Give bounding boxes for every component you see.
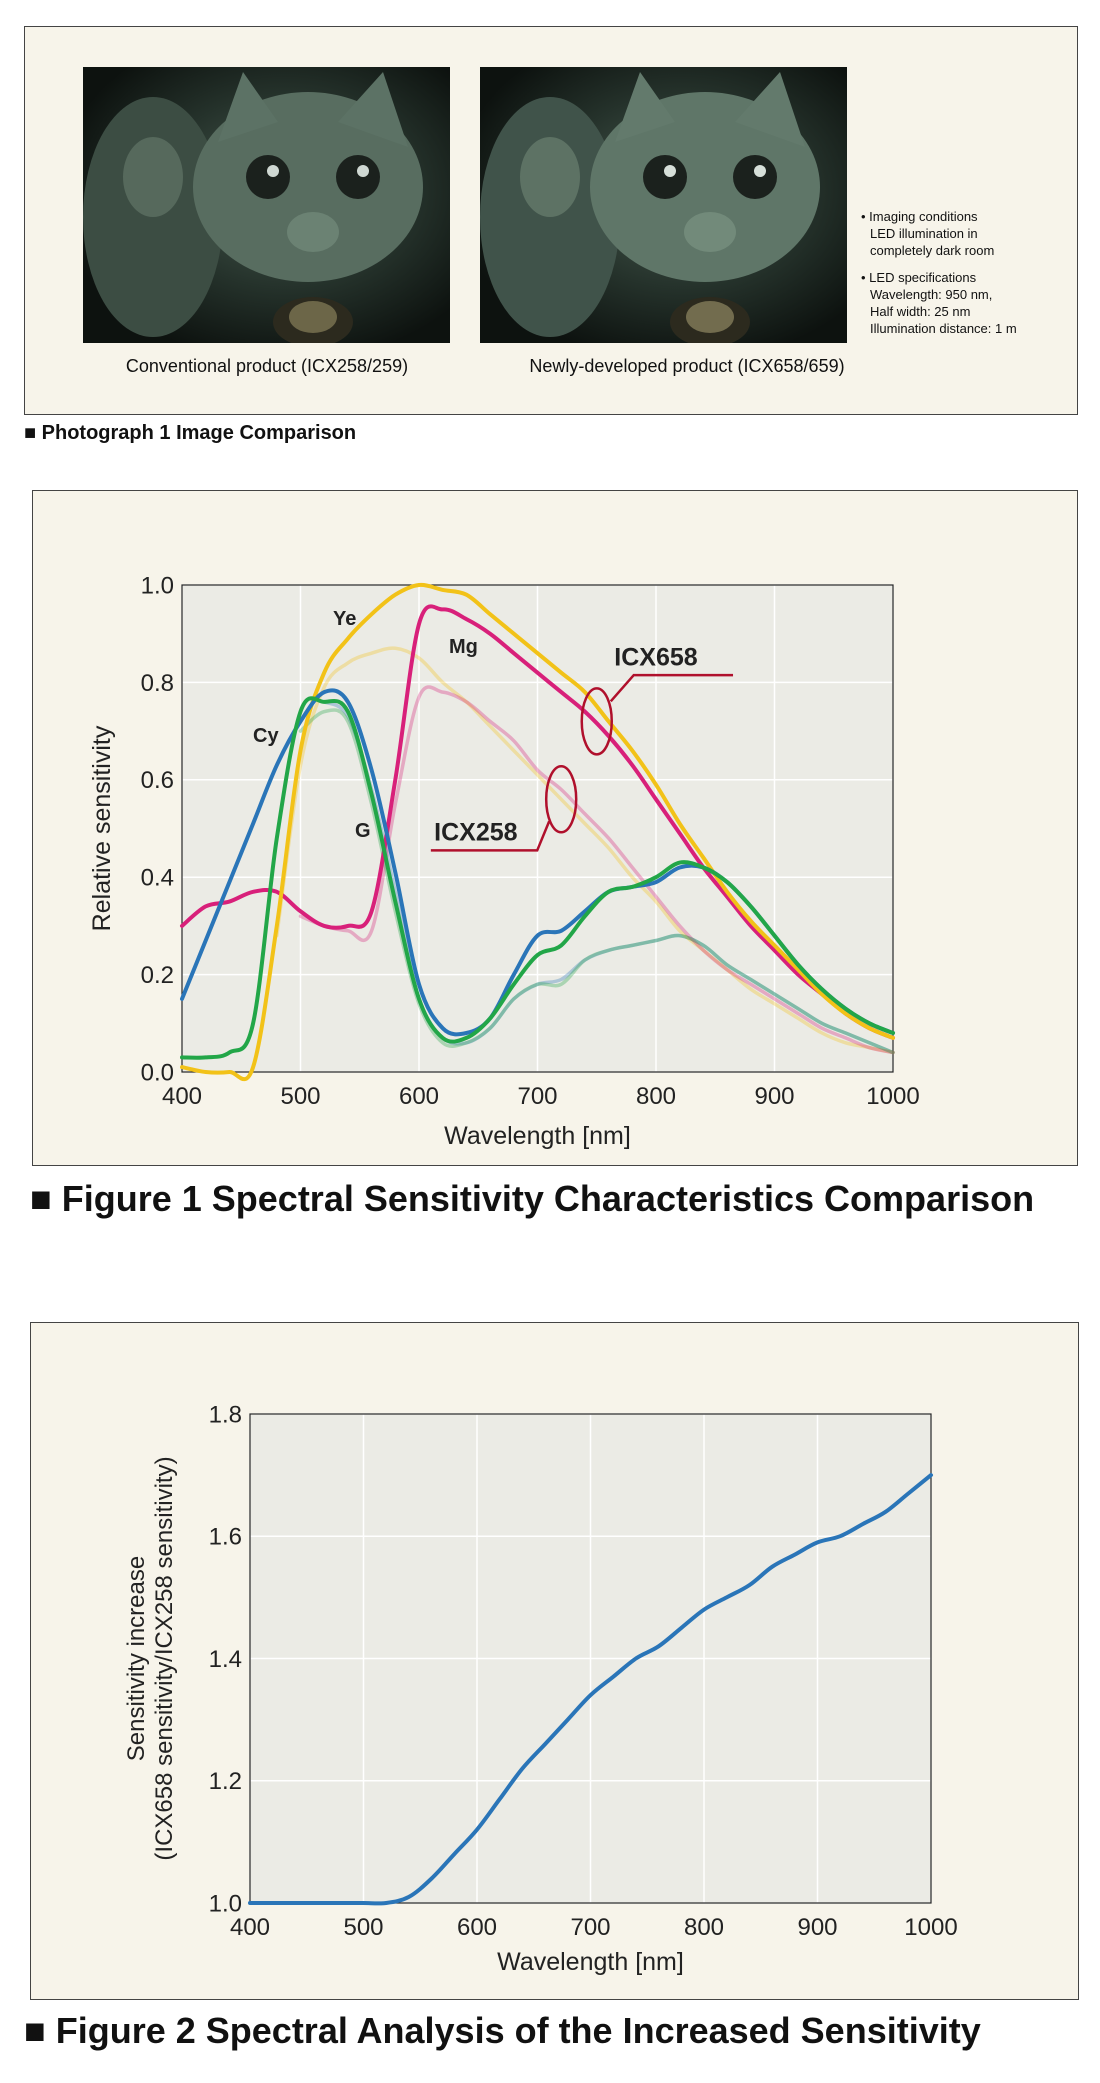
- plot-frame: [249, 1413, 932, 1904]
- icx658-callout-ellipse: [580, 687, 613, 756]
- sensitivity-increase-line: [248, 1473, 933, 1906]
- series-g-icx658-line: [180, 696, 895, 1060]
- icx658-callout-leader: [609, 673, 734, 703]
- y-axis-label-line: (ICX658 sensitivity/ICX258 sensitivity): [151, 1456, 178, 1860]
- series-label-mg: Mg: [449, 636, 478, 658]
- cat-figurine-image: [83, 72, 423, 343]
- x-tick-label: 800: [636, 1083, 676, 1110]
- x-tick-label: 1000: [866, 1083, 919, 1110]
- y-tick-label: 0.2: [141, 962, 174, 989]
- figure2-title: ■ Figure 2 Spectral Analysis of the Incr…: [24, 2010, 981, 2051]
- note-line: LED illumination in: [870, 226, 978, 241]
- x-axis-label: Wavelength [nm]: [444, 1122, 631, 1150]
- series-label-cy: Cy: [253, 725, 279, 747]
- x-tick-label: 600: [399, 1083, 439, 1110]
- y-tick-label: 1.2: [209, 1768, 242, 1795]
- note-line: Illumination distance: 1 m: [870, 321, 1017, 336]
- series-label-g: G: [355, 820, 371, 842]
- note-heading: • Imaging conditions: [861, 209, 978, 224]
- spectral-sensitivity-chart: 400 500 600 700 800 900 1000 0.0 0.2 0.4 0.6 0.8 1.0…: [88, 572, 920, 1150]
- figure2-panel: 400 500 600 700 800 900 1000 1.0 1.2 1.4 1.6 1.8 Wav…: [30, 1322, 1079, 2000]
- conventional-product-caption: Conventional product (ICX258/259): [125, 356, 409, 376]
- imaging-notes: • Imaging conditions LED illumination in…: [861, 208, 1071, 347]
- note-line: completely dark room: [870, 243, 995, 258]
- new-product-photo: [480, 67, 847, 343]
- icx258-callout-ellipse: [544, 765, 578, 834]
- note-heading: • LED specifications: [861, 270, 977, 285]
- icx258-callout-leader: [430, 820, 551, 852]
- note-line: Half width: 25 nm: [870, 304, 971, 319]
- y-tick-label: 0.4: [141, 865, 174, 892]
- x-tick-label: 500: [343, 1914, 383, 1941]
- y-axis-label-line: Sensitivity increase: [123, 1556, 150, 1761]
- x-tick-label: 400: [162, 1083, 202, 1110]
- figure1-title: ■ Figure 1 Spectral Sensitivity Characte…: [30, 1178, 1035, 1219]
- new-product-caption: Newly-developed product (ICX658/659): [529, 356, 845, 376]
- plot-frame: [181, 584, 894, 1073]
- x-tick-label: 500: [280, 1083, 320, 1110]
- y-tick-label: 0.6: [141, 767, 174, 794]
- y-tick-label: 0.8: [141, 670, 174, 697]
- x-tick-label: 900: [754, 1083, 794, 1110]
- y-tick-label: 0.0: [141, 1059, 174, 1086]
- x-tick-label: 700: [517, 1083, 557, 1110]
- figure1-panel: 400 500 600 700 800 900 1000 0.0 0.2 0.4 0.6 0.8 1.0…: [32, 490, 1078, 1166]
- x-tick-label: 600: [457, 1914, 497, 1941]
- x-tick-label: 400: [230, 1914, 270, 1941]
- y-axis-label: Relative sensitivity: [88, 725, 116, 931]
- series-mg-icx658-line: [180, 604, 895, 1040]
- note-line: Wavelength: 950 nm,: [870, 287, 993, 302]
- series-g-icx258-line: [298, 708, 895, 1055]
- series-ye-icx258-line: [275, 646, 895, 1055]
- led-specifications-note: • LED specifications Wavelength: 950 nm,…: [861, 269, 1071, 337]
- icx258-annotation: ICX258: [434, 819, 517, 847]
- x-tick-label: 700: [570, 1914, 610, 1941]
- y-tick-label: 1.8: [209, 1401, 242, 1428]
- x-tick-label: 800: [684, 1914, 724, 1941]
- conventional-product-photo: [83, 67, 450, 343]
- y-tick-label: 1.6: [209, 1524, 242, 1551]
- sensitivity-increase-chart: 400 500 600 700 800 900 1000 1.0 1.2 1.4 1.6 1.8 Wav…: [123, 1401, 958, 1976]
- imaging-conditions-note: • Imaging conditions LED illumination in…: [861, 208, 1071, 259]
- series-mg-icx258-line: [298, 685, 895, 1055]
- y-tick-label: 1.0: [141, 572, 174, 599]
- cat-figurine-image: [480, 72, 820, 343]
- x-tick-label: 1000: [904, 1914, 957, 1941]
- x-tick-label: 900: [797, 1914, 837, 1941]
- series-label-ye: Ye: [333, 608, 356, 630]
- photograph-panel: Conventional product (ICX258/259) Newly-…: [24, 26, 1078, 415]
- photograph-title: ■ Photograph 1 Image Comparison: [24, 422, 357, 444]
- series-ye-icx658-line: [180, 582, 895, 1082]
- icx658-annotation: ICX658: [614, 643, 697, 671]
- x-axis-label: Wavelength [nm]: [497, 1948, 684, 1976]
- y-tick-label: 1.4: [209, 1646, 242, 1673]
- y-tick-label: 1.0: [209, 1890, 242, 1917]
